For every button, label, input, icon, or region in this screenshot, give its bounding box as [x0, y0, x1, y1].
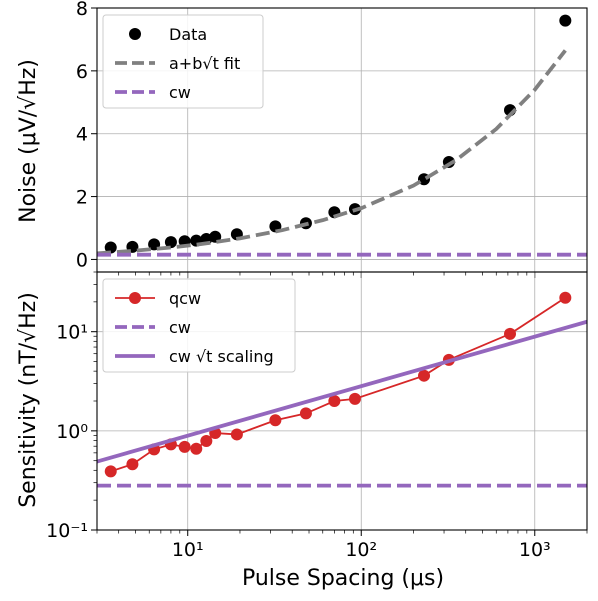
legend-cw-label: cw	[169, 318, 191, 337]
legend-cw-label: cw	[169, 83, 191, 102]
y-tick-label: 6	[76, 61, 88, 83]
sensitivity-panel: 10⁻¹ 10⁰ 10¹ 10¹ 10² 10³ qcw cw cw √t scaling	[46, 271, 588, 561]
legend-qcw-label: qcw	[169, 289, 201, 308]
noise-panel: 0 2 4 6 8 Data a+b√t fit cw	[76, 0, 588, 278]
legend-box	[102, 278, 296, 373]
y-tick-label: 4	[76, 124, 88, 146]
plot-area	[97, 14, 587, 257]
series-qcw-point	[190, 442, 203, 455]
series-qcw-point	[178, 440, 191, 453]
series-qcw-point	[418, 369, 431, 382]
series-qcw-point	[328, 395, 341, 407]
series-a-b-t-fit-line	[97, 49, 567, 256]
series-qcw-point	[504, 327, 517, 340]
series-qcw-point	[200, 434, 213, 447]
legend-box	[102, 14, 264, 109]
noise-y-axis-label: Noise (μV/√Hz)	[16, 59, 41, 223]
plot-frame	[96, 271, 588, 531]
series-qcw-point	[230, 428, 243, 441]
series-data-point	[559, 14, 572, 27]
series-cw-t-scaling-line	[97, 319, 587, 464]
legend-a-b-t-fit-label: a+b√t fit	[169, 54, 240, 73]
y-tick-label: 10¹	[56, 322, 88, 344]
y-tick-label: 8	[76, 0, 88, 20]
series-qcw-point	[269, 414, 282, 427]
sensitivity-y-axis-label: Sensitivity (nT/√Hz)	[16, 292, 41, 508]
y-tick-label: 0	[76, 249, 88, 271]
series-qcw-point	[348, 392, 361, 405]
x-tick-label: 10³	[519, 539, 551, 561]
legend-data-marker	[129, 28, 141, 40]
legend-qcw-marker	[129, 292, 141, 304]
x-tick-label: 10²	[345, 539, 377, 561]
series-data-point	[104, 241, 117, 254]
legend: qcw cw cw √t scaling	[102, 278, 296, 373]
y-tick-label: 10⁻¹	[46, 520, 88, 542]
y-tick-label: 2	[76, 187, 88, 209]
pulse-spacing-x-axis-label: Pulse Spacing (μs)	[242, 566, 444, 591]
series-qcw-point	[104, 465, 117, 478]
plot-area	[97, 291, 587, 488]
series-data-point	[164, 236, 177, 249]
series-qcw-point	[559, 291, 572, 304]
y-tick-label: 10⁰	[56, 421, 88, 443]
series-qcw-point	[126, 458, 139, 471]
x-tick-label: 10¹	[172, 539, 204, 561]
legend-data-label: Data	[169, 25, 207, 44]
legend: Data a+b√t fit cw	[102, 14, 264, 109]
series-qcw-point	[299, 407, 312, 420]
legend-cw-t-scaling-label: cw √t scaling	[169, 347, 274, 366]
